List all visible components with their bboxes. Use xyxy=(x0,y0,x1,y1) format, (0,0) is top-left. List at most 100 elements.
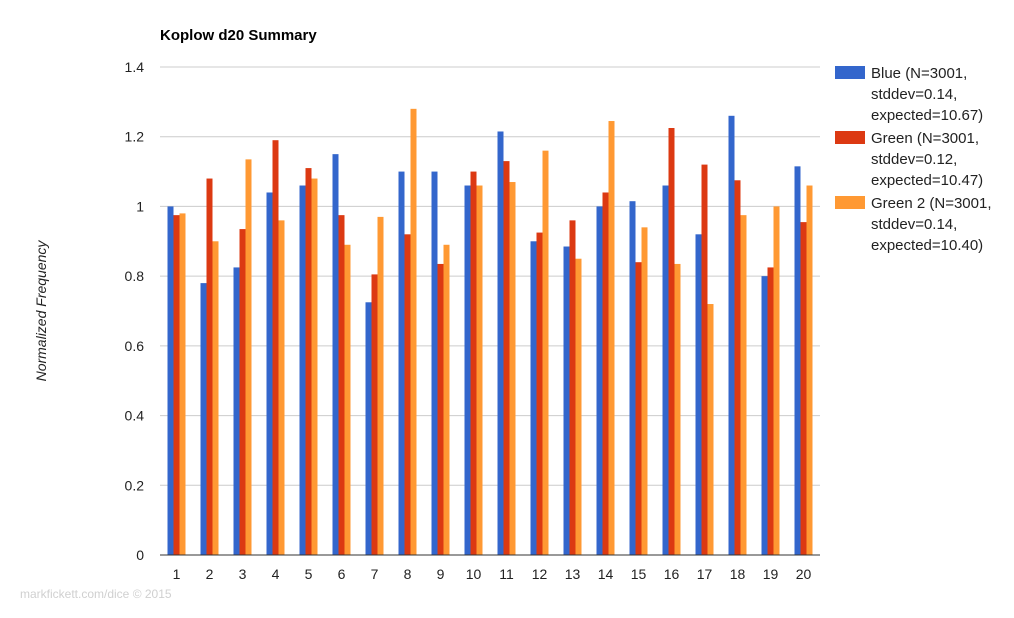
bar-1-5 xyxy=(299,185,306,555)
legend-label: Blue (N=3001, xyxy=(871,65,967,82)
chart-title: Koplow d20 Summary xyxy=(160,27,317,44)
legend-label: stddev=0.14, xyxy=(871,216,957,233)
bar-3-4 xyxy=(278,220,285,555)
x-tick-label: 15 xyxy=(631,566,647,582)
bar-2-1 xyxy=(173,215,180,555)
bar-3-17 xyxy=(707,304,714,555)
legend-label: stddev=0.14, xyxy=(871,86,957,103)
legend-swatch xyxy=(835,131,865,144)
gridlines xyxy=(160,66,820,486)
bar-2-9 xyxy=(437,263,444,555)
bar-3-2 xyxy=(212,241,219,556)
bar-3-1 xyxy=(179,213,186,555)
bar-1-10 xyxy=(464,185,471,555)
x-tick-label: 14 xyxy=(598,566,614,582)
bar-2-17 xyxy=(701,164,708,555)
x-tick-label: 4 xyxy=(272,566,280,582)
x-tick-label: 2 xyxy=(206,566,214,582)
y-tick-label: 0.6 xyxy=(125,338,145,354)
x-tick-label: 18 xyxy=(730,566,746,582)
watermark: markfickett.com/dice © 2015 xyxy=(20,587,172,601)
bar-3-20 xyxy=(806,185,813,555)
bar-1-4 xyxy=(266,192,273,555)
x-tick-label: 17 xyxy=(697,566,713,582)
bar-2-4 xyxy=(272,140,279,555)
x-tick-label: 13 xyxy=(565,566,581,582)
x-tick-label: 3 xyxy=(239,566,247,582)
bar-2-14 xyxy=(602,192,609,555)
bar-2-12 xyxy=(536,232,543,556)
legend-label: Green (N=3001, xyxy=(871,130,979,147)
y-tick-label: 1.4 xyxy=(125,59,145,75)
bar-3-6 xyxy=(344,244,351,555)
bar-3-8 xyxy=(410,108,417,555)
y-tick-label: 0.4 xyxy=(125,408,145,424)
legend-label: expected=10.67) xyxy=(871,107,983,124)
bar-3-16 xyxy=(674,263,681,555)
legend-label: expected=10.47) xyxy=(871,172,983,189)
bar-2-11 xyxy=(503,161,510,555)
bar-1-9 xyxy=(431,171,438,556)
bars xyxy=(167,108,813,556)
bar-1-15 xyxy=(629,201,636,555)
bar-1-6 xyxy=(332,154,339,555)
bar-2-16 xyxy=(668,128,675,555)
legend-label: Green 2 (N=3001, xyxy=(871,195,992,212)
bar-2-5 xyxy=(305,168,312,556)
bar-1-3 xyxy=(233,267,240,555)
bar-2-15 xyxy=(635,262,642,555)
y-tick-label: 0 xyxy=(136,547,144,563)
bar-2-13 xyxy=(569,220,576,555)
bar-1-8 xyxy=(398,171,405,556)
bar-1-2 xyxy=(200,283,207,555)
y-tick-label: 0.2 xyxy=(125,477,145,493)
bar-3-13 xyxy=(575,258,582,555)
bar-2-7 xyxy=(371,274,378,555)
bar-1-14 xyxy=(596,206,603,555)
x-tick-label: 20 xyxy=(796,566,812,582)
bar-3-9 xyxy=(443,244,450,555)
bar-2-20 xyxy=(800,222,807,555)
bar-2-19 xyxy=(767,267,774,555)
legend: Blue (N=3001, stddev=0.14, expected=10.67)… xyxy=(835,65,992,254)
bar-1-18 xyxy=(728,115,735,556)
bar-1-13 xyxy=(563,246,570,555)
x-tick-label: 16 xyxy=(664,566,680,582)
bar-2-10 xyxy=(470,171,477,556)
x-tick-label: 12 xyxy=(532,566,548,582)
bar-3-7 xyxy=(377,216,384,555)
x-tick-label: 10 xyxy=(466,566,482,582)
x-tick-label: 5 xyxy=(305,566,313,582)
bar-1-12 xyxy=(530,241,537,556)
bar-2-18 xyxy=(734,180,741,556)
bar-3-19 xyxy=(773,206,780,555)
x-tick-label: 8 xyxy=(404,566,412,582)
bar-1-16 xyxy=(662,185,669,555)
bar-3-18 xyxy=(740,215,747,555)
bar-2-6 xyxy=(338,215,345,555)
y-axis-ticks: 0 0.2 0.4 0.6 0.8 1 1.2 1.4 xyxy=(125,59,145,563)
y-tick-label: 1.2 xyxy=(125,129,145,145)
y-axis-label: Normalized Frequency xyxy=(33,240,49,382)
bar-3-11 xyxy=(509,182,516,555)
x-tick-label: 7 xyxy=(371,566,379,582)
bar-1-1 xyxy=(167,206,174,555)
x-tick-label: 9 xyxy=(437,566,445,582)
bar-3-14 xyxy=(608,121,615,556)
bar-3-12 xyxy=(542,150,549,555)
bar-3-5 xyxy=(311,178,318,556)
x-tick-label: 6 xyxy=(338,566,346,582)
bar-2-2 xyxy=(206,178,213,556)
legend-label: expected=10.40) xyxy=(871,237,983,254)
bar-2-8 xyxy=(404,234,411,556)
x-tick-label: 19 xyxy=(763,566,779,582)
bar-3-15 xyxy=(641,227,648,556)
bar-3-3 xyxy=(245,159,252,555)
bar-1-17 xyxy=(695,234,702,556)
bar-3-10 xyxy=(476,185,483,555)
bar-1-20 xyxy=(794,166,801,556)
legend-swatch xyxy=(835,66,865,79)
legend-swatch xyxy=(835,196,865,209)
bar-1-19 xyxy=(761,276,768,555)
